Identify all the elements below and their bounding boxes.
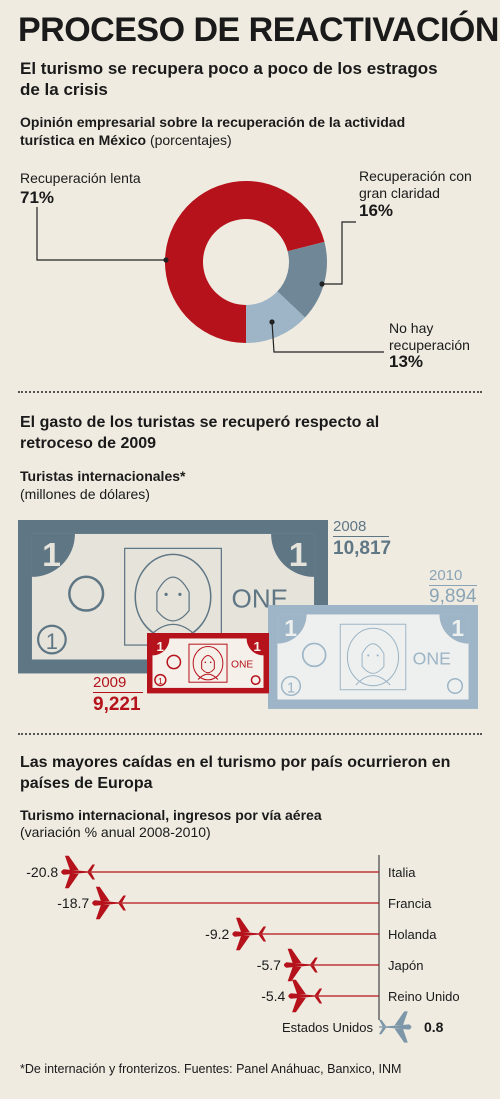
donut-heading-bold: Opinión empresarial sobre la recuperació… <box>20 114 406 148</box>
hbar-row-3: -5.7 Japón <box>257 957 424 973</box>
spending-heading: El gasto de los turistas se recuperó res… <box>20 414 380 452</box>
hbar-row-4: -5.4 Reino Unido <box>261 988 459 1004</box>
page-subtitle: El turismo se recupera poco a poco de lo… <box>20 59 438 99</box>
bill-value-2: 9,894 <box>429 586 477 607</box>
hbar-category-1: Francia <box>388 896 432 911</box>
hbar-category-5: Estados Unidos <box>282 1020 374 1035</box>
svg-text:1: 1 <box>156 639 164 654</box>
spending-chart-unit: (millones de dólares) <box>20 486 150 502</box>
donut-leader-2 <box>271 321 384 353</box>
donut-heading-unit: (porcentajes) <box>149 132 232 148</box>
hbar-row-1: -18.7 Francia <box>57 895 432 911</box>
spending-chart-title: Turistas internacionales* <box>20 468 186 484</box>
bill-rule-2 <box>429 585 477 586</box>
donut-label-2: No hay recuperación <box>389 320 470 353</box>
hbar-value-2: -9.2 <box>205 926 229 942</box>
bill-value-1: 9,221 <box>93 694 141 715</box>
bill-year-0: 2008 <box>333 518 367 535</box>
countries-chart-unit: (variación % anual 2008-2010) <box>20 824 211 840</box>
bill-rule-1 <box>93 692 143 693</box>
svg-text:ONE: ONE <box>413 648 451 668</box>
donut-value-0: 71% <box>20 188 55 207</box>
donut-chart <box>36 181 384 353</box>
hbar-category-4: Reino Unido <box>388 989 460 1004</box>
svg-text:1: 1 <box>46 629 58 654</box>
bill-value-0: 10,817 <box>333 538 392 559</box>
donut-leaders <box>36 207 384 353</box>
countries-chart: -20.8 Italia -18.7 Francia -9.2 Holanda -5.7 Ja… <box>26 855 460 1043</box>
donut-label-1: Recuperación con gran claridad <box>359 168 472 201</box>
hbar-row-5: Estados Unidos 0.8 <box>282 1019 444 1035</box>
page-title: PROCESO DE REACTIVACIÓN <box>18 11 499 49</box>
svg-text:1: 1 <box>287 680 295 696</box>
bill-year-2: 2010 <box>429 567 463 584</box>
donut-slice-0 <box>165 181 325 343</box>
footnote: *De internación y fronterizos. Fuentes: … <box>20 1062 402 1076</box>
svg-text:ONE: ONE <box>231 659 253 670</box>
divider-1 <box>18 391 482 393</box>
svg-text:1: 1 <box>289 536 308 574</box>
svg-text:1: 1 <box>284 615 297 641</box>
donut-leader-dot-1 <box>319 281 325 287</box>
donut-slice-1 <box>277 241 327 318</box>
svg-text:1: 1 <box>254 639 262 654</box>
hbars: -20.8 Italia -18.7 Francia -9.2 Holanda -5.7 Ja… <box>26 855 460 1043</box>
divider-2 <box>18 733 482 735</box>
donut-heading: Opinión empresarial sobre la recuperació… <box>20 113 450 149</box>
donut-slice-2 <box>246 291 306 343</box>
hbar-row-0: -20.8 Italia <box>26 864 416 880</box>
hbar-category-2: Holanda <box>388 927 437 942</box>
donut-leader-dot-0 <box>163 257 169 263</box>
hbar-value-1: -18.7 <box>57 895 89 911</box>
bill-year-1: 2009 <box>93 674 127 691</box>
hbar-value-0: -20.8 <box>26 864 58 880</box>
hbar-row-2: -9.2 Holanda <box>205 926 437 942</box>
donut-leader-dot-2 <box>269 319 275 325</box>
donut-leader-1 <box>322 221 356 285</box>
countries-chart-title: Turismo internacional, ingresos por vía … <box>20 807 322 823</box>
donut-leader-0 <box>36 207 166 261</box>
svg-text:1: 1 <box>451 615 464 641</box>
bill-rule-0 <box>333 536 389 537</box>
hbar-category-0: Italia <box>388 865 416 880</box>
hbar-category-3: Japón <box>388 958 423 973</box>
donut-slices <box>165 181 327 343</box>
donut-label-0: Recuperación lenta <box>20 170 141 186</box>
svg-text:1: 1 <box>158 676 163 686</box>
hbar-value-5: 0.8 <box>424 1019 444 1035</box>
donut-value-2: 13% <box>389 352 424 371</box>
svg-text:1: 1 <box>42 536 61 574</box>
countries-heading: Las mayores caídas en el turismo por paí… <box>20 754 451 792</box>
donut-value-1: 16% <box>359 201 394 220</box>
hbar-value-4: -5.4 <box>261 988 285 1004</box>
hbar-value-3: -5.7 <box>257 957 281 973</box>
